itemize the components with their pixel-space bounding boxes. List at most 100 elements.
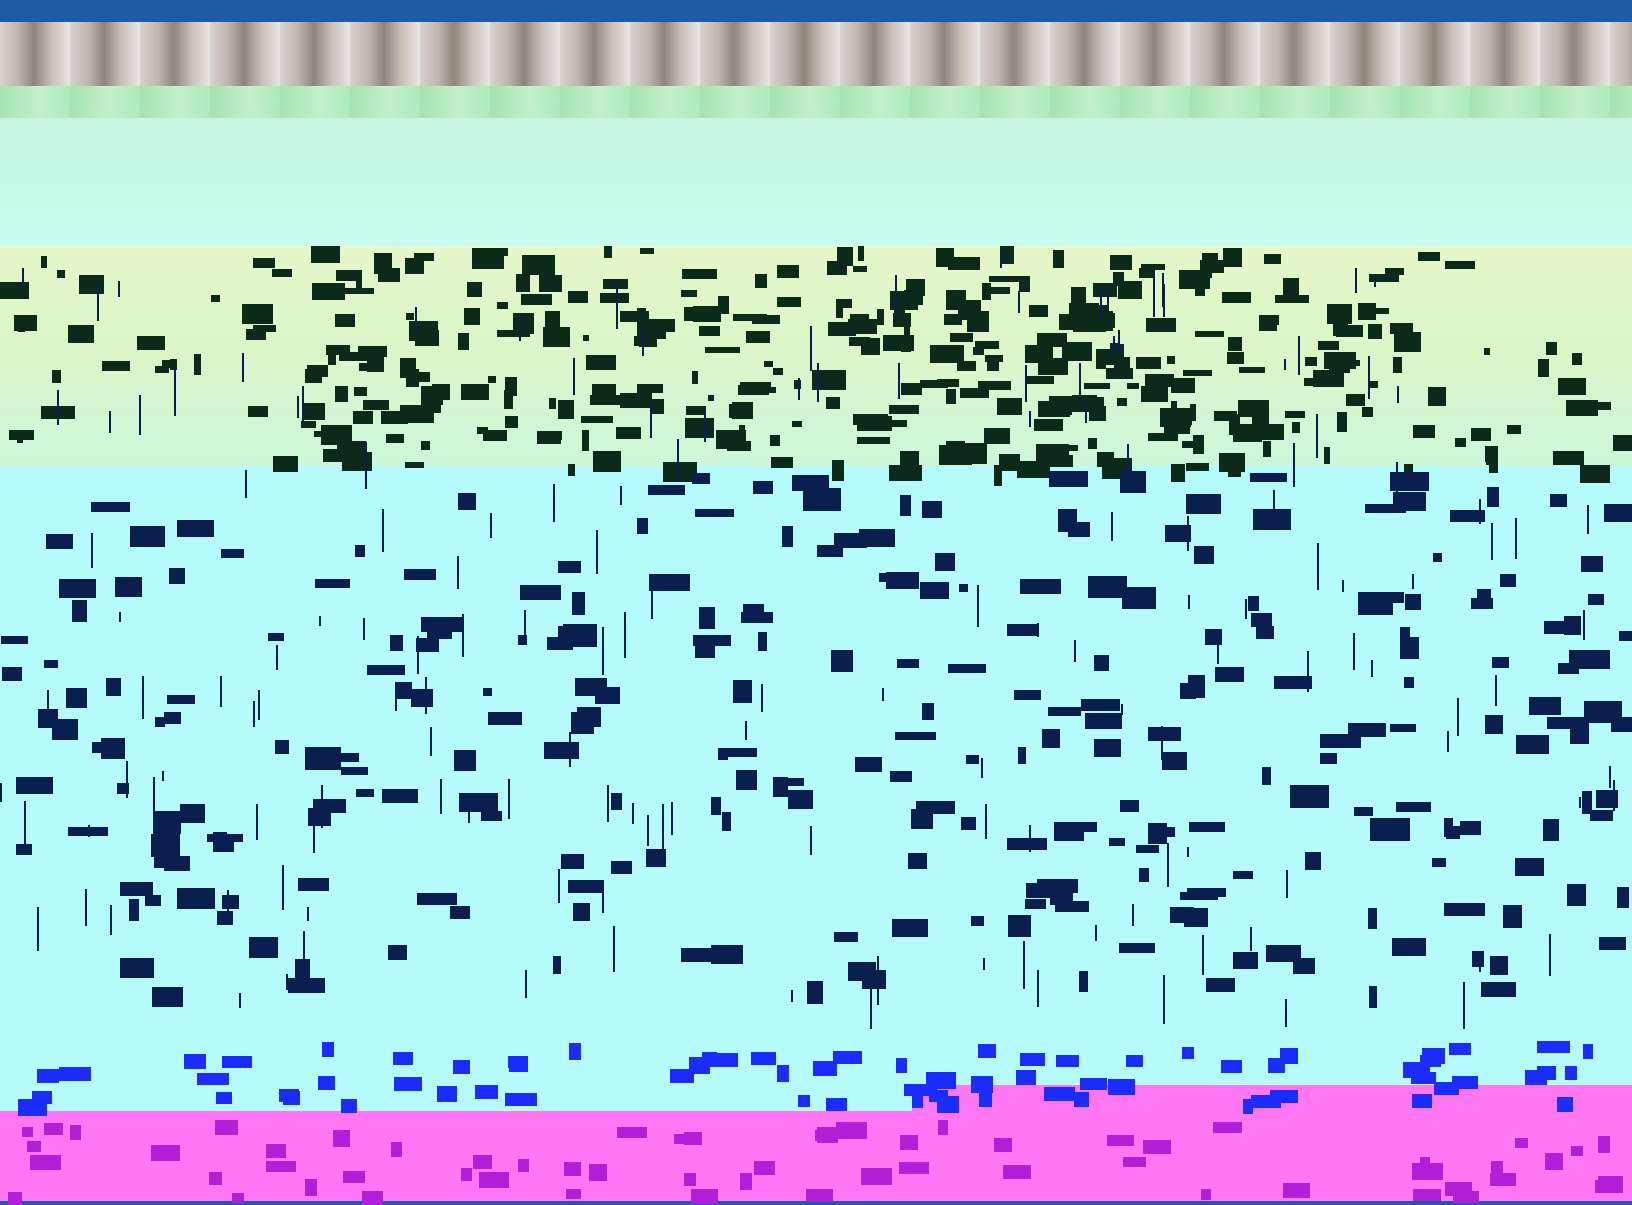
- glitch-block: [901, 383, 922, 395]
- glitch-block: [57, 270, 65, 278]
- glitch-block: [1187, 888, 1226, 897]
- glitch-block: [516, 274, 530, 292]
- glitch-block: [711, 797, 721, 815]
- glitch-block: [416, 638, 439, 652]
- glitch-block: [1565, 1066, 1577, 1080]
- glitch-block: [637, 384, 663, 393]
- glitch-block: [831, 650, 853, 672]
- glitch-line: [1163, 284, 1165, 317]
- glitch-block: [566, 1189, 581, 1199]
- glitch-block: [222, 895, 239, 909]
- glitch-line: [613, 926, 615, 972]
- glitch-block: [215, 1120, 238, 1135]
- glitch-block: [792, 475, 829, 491]
- glitch-block: [1045, 455, 1073, 467]
- glitch-block: [1093, 283, 1117, 297]
- glitch-line: [1153, 269, 1155, 317]
- glitch-block: [901, 335, 911, 352]
- glitch-line: [1293, 443, 1295, 487]
- glitch-block: [773, 777, 788, 797]
- glitch-block: [1538, 359, 1549, 377]
- glitch-block: [197, 1073, 229, 1085]
- glitch-block: [1120, 471, 1146, 493]
- glitch-block: [803, 488, 841, 511]
- glitch-block: [79, 275, 104, 294]
- glitch-block: [1145, 374, 1174, 387]
- glitch-line: [227, 890, 229, 924]
- glitch-block: [751, 1052, 776, 1065]
- glitch-block: [892, 919, 928, 937]
- glitch-block: [1484, 348, 1490, 355]
- glitch-block: [72, 600, 87, 622]
- glitch-block: [857, 437, 890, 444]
- glitch-block: [18, 1099, 47, 1116]
- glitch-block: [1171, 464, 1185, 482]
- glitch-block: [1072, 395, 1097, 412]
- glitch-block: [718, 296, 729, 314]
- glitch-block: [1126, 1055, 1143, 1067]
- glitch-block: [117, 783, 129, 794]
- glitch-block: [1348, 723, 1386, 737]
- glitch-line: [761, 684, 763, 712]
- glitch-block: [1318, 341, 1339, 350]
- glitch-block: [391, 1142, 402, 1157]
- glitch-block: [1270, 1090, 1298, 1103]
- glitch-block: [1485, 715, 1503, 734]
- glitch-block: [938, 1120, 948, 1135]
- glitch-block: [558, 400, 574, 419]
- glitch-block: [815, 1130, 825, 1141]
- glitch-block: [746, 331, 770, 343]
- glitch-line: [425, 677, 427, 714]
- glitch-block: [549, 398, 556, 409]
- glitch-block: [479, 1172, 509, 1188]
- glitch-block: [1588, 402, 1611, 410]
- glitch-block: [906, 279, 925, 296]
- glitch-block: [1354, 807, 1373, 816]
- glitch-block: [861, 338, 880, 355]
- glitch-block: [120, 958, 154, 978]
- glitch-line: [85, 889, 87, 926]
- glitch-block: [505, 416, 518, 428]
- glitch-block: [1455, 438, 1466, 447]
- glitch-block: [948, 664, 986, 673]
- glitch-block: [333, 1130, 350, 1147]
- glitch-block: [777, 297, 801, 307]
- glitch-block: [1037, 333, 1067, 347]
- glitch-line: [677, 439, 679, 482]
- glitch-block: [1213, 1122, 1242, 1133]
- glitch-block: [397, 682, 412, 699]
- glitch-block: [686, 406, 706, 415]
- glitch-block: [341, 1099, 357, 1113]
- glitch-line: [440, 779, 442, 814]
- glitch-block: [896, 1058, 907, 1073]
- glitch-block: [1420, 1157, 1430, 1167]
- glitch-block: [1101, 311, 1113, 331]
- glitch-block: [699, 326, 720, 336]
- glitch-block: [1537, 1041, 1570, 1053]
- glitch-block: [1263, 441, 1271, 457]
- glitch-block: [1094, 655, 1109, 671]
- glitch-block: [213, 832, 227, 852]
- glitch-block: [342, 452, 372, 471]
- glitch-block: [637, 518, 648, 534]
- glitch-block: [544, 742, 579, 759]
- glitch-line: [704, 408, 706, 442]
- glitch-block: [711, 945, 743, 964]
- glitch-line: [1396, 462, 1398, 502]
- glitch-line: [462, 614, 464, 657]
- glitch-block: [497, 330, 530, 337]
- glitch-block: [1071, 287, 1086, 307]
- glitch-block: [483, 688, 492, 696]
- glitch-block: [1336, 325, 1363, 337]
- glitch-block: [1019, 276, 1030, 292]
- glitch-block: [273, 456, 298, 472]
- glitch-block: [1020, 1053, 1045, 1066]
- glitch-block: [1182, 441, 1194, 448]
- glitch-block: [755, 274, 767, 288]
- glitch-block: [603, 398, 636, 405]
- glitch-block: [806, 1189, 833, 1202]
- glitch-block: [708, 395, 714, 401]
- glitch-block: [1370, 381, 1378, 388]
